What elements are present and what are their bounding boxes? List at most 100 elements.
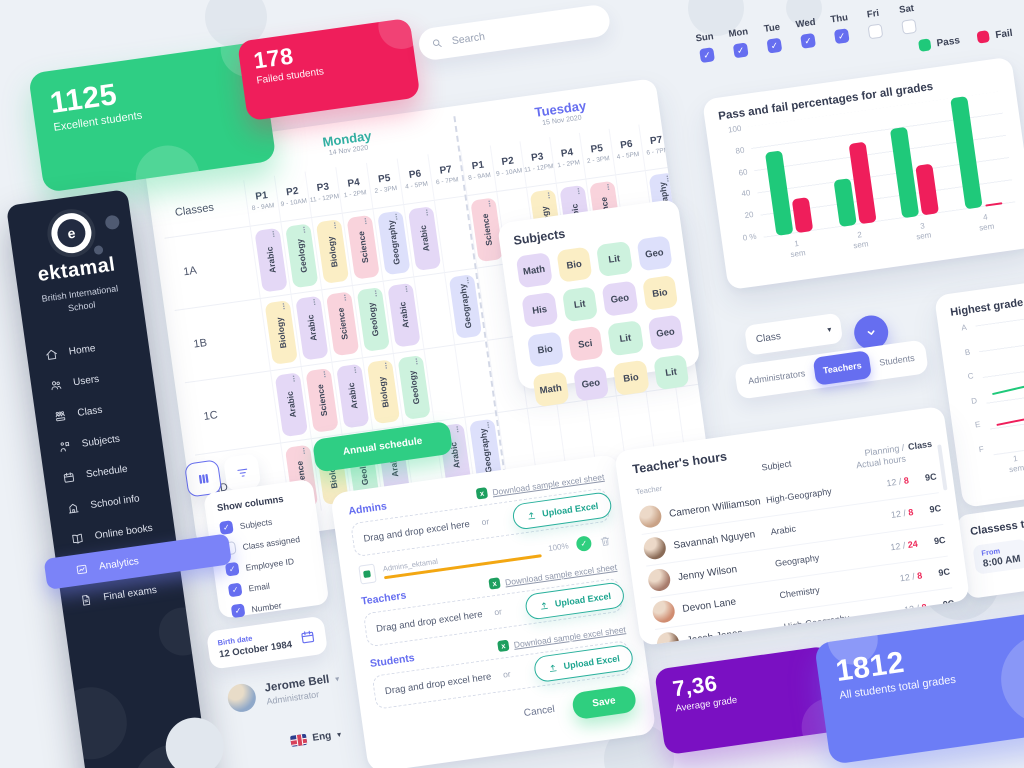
- column-option-number[interactable]: ✓ Number: [230, 593, 318, 619]
- subject-tile-bio[interactable]: Bio: [555, 246, 593, 283]
- calendar-icon[interactable]: [299, 628, 317, 646]
- chip-menu-icon: ⋯: [545, 191, 554, 200]
- weekday-wed[interactable]: Wed ✓: [793, 16, 821, 49]
- period-name: P5: [589, 142, 604, 156]
- tab-teachers[interactable]: Teachers: [812, 350, 873, 386]
- column-checkbox[interactable]: ✓: [219, 520, 234, 535]
- hours-cell: 12 / 8: [857, 475, 910, 492]
- subject-tile-bio[interactable]: Bio: [526, 331, 564, 368]
- online-books-icon: [72, 533, 83, 544]
- scrollbar[interactable]: [937, 444, 948, 491]
- weekday-checkbox[interactable]: [867, 23, 884, 40]
- chip-menu-icon: ⋯: [453, 425, 462, 434]
- sidebar-item-subjects[interactable]: Subjects: [38, 418, 163, 466]
- upload-excel-button[interactable]: Upload Excel: [533, 643, 635, 684]
- bar-plot: 1 sem 2 sem 3 sem 4 sem: [748, 91, 1016, 259]
- column-option-email[interactable]: ✓ Email: [227, 572, 315, 598]
- sidebar-item-online-books[interactable]: Online books: [51, 510, 176, 558]
- search-bar[interactable]: [417, 3, 612, 62]
- class-cell: 9C: [937, 566, 951, 578]
- weekday-checkbox[interactable]: ✓: [766, 37, 783, 54]
- subject-tile-geo[interactable]: Geo: [601, 280, 639, 317]
- chip-menu-icon: ⋯: [280, 302, 289, 311]
- collapse-button[interactable]: [852, 313, 891, 352]
- weekday-thu[interactable]: Thu ✓: [827, 12, 855, 45]
- period-time: 1 - 2PM: [556, 159, 581, 170]
- chip-menu-icon: ⋯: [372, 289, 381, 298]
- upload-excel-button[interactable]: Upload Excel: [511, 491, 613, 531]
- user-profile[interactable]: Jerome Bell ▾ Administrator: [226, 670, 342, 714]
- bar-ytick: 80: [734, 145, 745, 156]
- sidebar-item-school-info[interactable]: School info: [47, 479, 172, 527]
- column-checkbox[interactable]: ✓: [230, 603, 246, 619]
- subject-tile-bio[interactable]: Bio: [612, 359, 650, 396]
- weekday-sun[interactable]: Sun ✓: [692, 31, 720, 64]
- weekday-tue[interactable]: Tue ✓: [759, 21, 787, 54]
- upload-section-label: Teachers: [360, 589, 408, 608]
- weekday-checkbox[interactable]: [901, 18, 918, 35]
- subject-tile-math[interactable]: Math: [515, 252, 553, 289]
- subject-tile-lit[interactable]: Lit: [595, 240, 633, 278]
- column-checkbox[interactable]: ✓: [224, 561, 240, 577]
- delete-upload-button[interactable]: [598, 534, 612, 548]
- line-chart-body: A B C D E F 1 sem: [953, 306, 1024, 474]
- dropzone[interactable]: Drag and drop excel here or Upload Excel: [371, 640, 635, 710]
- weekday-sat[interactable]: Sat: [894, 2, 922, 35]
- filter-button[interactable]: [223, 453, 262, 492]
- column-option-class-assigned[interactable]: Class assigned: [221, 531, 309, 556]
- sidebar-item-final-exams[interactable]: Final exams: [60, 571, 185, 619]
- class-dropdown[interactable]: Class ▾: [744, 312, 844, 356]
- save-button[interactable]: Save: [570, 684, 638, 721]
- period-name: P2: [500, 155, 515, 169]
- sidebar-item-label: Final exams: [102, 584, 158, 604]
- column-checkbox[interactable]: ✓: [227, 582, 243, 598]
- tab-students[interactable]: Students: [878, 352, 916, 368]
- columns-icon: [198, 473, 209, 484]
- subject-tile-lit[interactable]: Lit: [652, 354, 690, 391]
- weekday-checkbox[interactable]: ✓: [699, 47, 715, 64]
- bar-ytick: 20: [744, 210, 755, 221]
- line-plot-svg: [992, 349, 1024, 426]
- caret-down-icon: ▾: [336, 729, 342, 740]
- subject-tile-math[interactable]: Math: [532, 371, 570, 408]
- sidebar-item-schedule[interactable]: Schedule: [42, 449, 167, 497]
- subject-tile-geo[interactable]: Geo: [636, 235, 673, 272]
- grade-tick: D: [970, 395, 978, 406]
- search-input[interactable]: [448, 15, 584, 49]
- weekday-checkbox[interactable]: ✓: [833, 28, 850, 45]
- average-grade-card: 7,36 Average grade: [654, 645, 841, 756]
- subject-tile-sci[interactable]: Sci: [566, 325, 604, 362]
- sidebar-item-class[interactable]: Class: [34, 387, 159, 435]
- upload-excel-button[interactable]: Upload Excel: [524, 581, 626, 621]
- language-selector[interactable]: Eng ▾: [290, 729, 342, 747]
- subject-tile-his[interactable]: His: [521, 291, 558, 329]
- sidebar-item-home[interactable]: Home: [25, 326, 150, 374]
- column-option-label: Email: [247, 580, 271, 594]
- from-time-field[interactable]: From 8:00 AM: [972, 538, 1024, 575]
- subject-tile-lit[interactable]: Lit: [561, 286, 599, 323]
- dropzone[interactable]: Drag and drop excel here or Upload Excel: [350, 487, 613, 558]
- bar-xlabel: 4 sem: [978, 212, 995, 233]
- dropzone[interactable]: Drag and drop excel here or Upload Excel: [362, 577, 626, 648]
- grade-line-green: [992, 349, 1024, 395]
- bar-chart-body: 100 80 60 40 20 0 % 1 sem 2 sem 3 sem 4 sem: [720, 91, 1019, 269]
- columns-view-button[interactable]: [184, 459, 223, 498]
- subject-cell: Arabic: [769, 523, 797, 537]
- subject-tile-geo[interactable]: Geo: [572, 365, 610, 402]
- weekday-fri[interactable]: Fri: [860, 7, 888, 40]
- subjects-icon: [60, 442, 70, 453]
- subject-tile-geo[interactable]: Geo: [647, 314, 684, 351]
- birth-date-field[interactable]: Birth date 12 October 1984: [206, 615, 329, 670]
- column-option-employee-id[interactable]: ✓ Employee ID: [224, 552, 312, 577]
- sidebar-item-analytics[interactable]: Analytics: [43, 533, 233, 591]
- weekday-checkbox[interactable]: ✓: [732, 42, 749, 59]
- subject-tile-bio[interactable]: Bio: [641, 274, 679, 312]
- weekday-mon[interactable]: Mon ✓: [726, 26, 754, 59]
- sidebar-item-users[interactable]: Users: [30, 357, 155, 405]
- period-name: P4: [346, 177, 361, 190]
- cancel-button[interactable]: Cancel: [523, 703, 556, 720]
- weekday-checkbox[interactable]: ✓: [800, 33, 816, 49]
- subject-tile-lit[interactable]: Lit: [607, 320, 644, 357]
- tab-administrators[interactable]: Administrators: [747, 368, 806, 387]
- column-option-subjects[interactable]: ✓ Subjects: [219, 510, 306, 535]
